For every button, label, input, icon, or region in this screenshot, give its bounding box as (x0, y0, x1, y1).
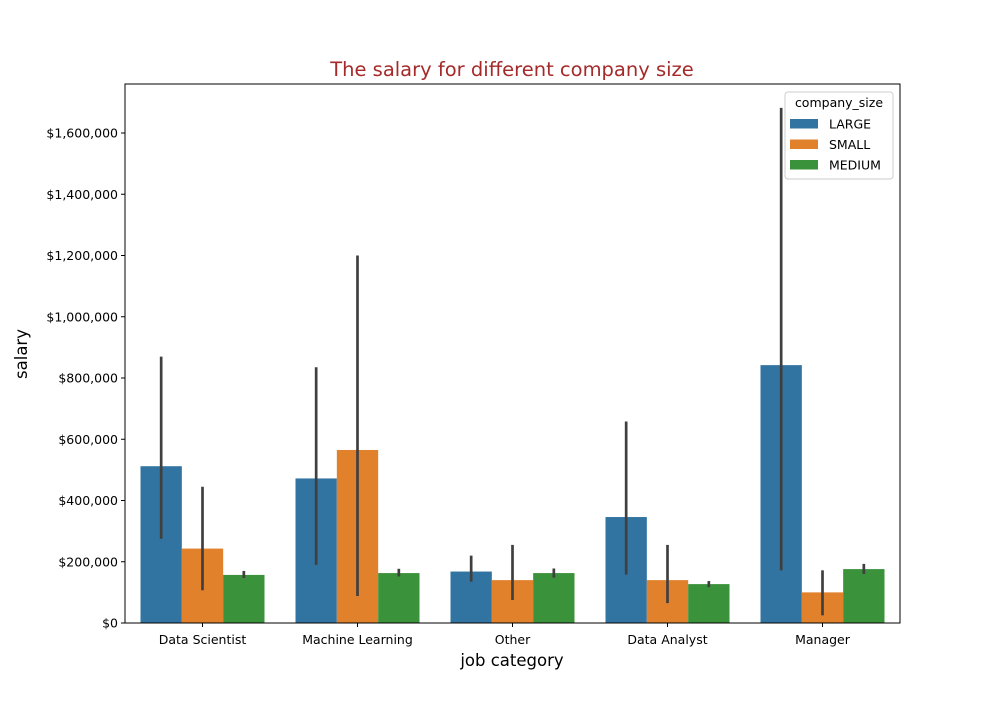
x-tick-label: Manager (795, 632, 851, 647)
legend-title: company_size (795, 95, 883, 110)
legend: company_size LARGE SMALL MEDIUM (784, 91, 894, 180)
x-tick-label: Data Scientist (159, 632, 247, 647)
chart-title: The salary for different company size (329, 58, 694, 81)
x-axis-label: job category (459, 651, 564, 670)
legend-box (784, 91, 894, 180)
bar-medium-4 (843, 569, 885, 623)
legend-swatch-small (790, 139, 818, 149)
legend-entries: LARGE SMALL MEDIUM (790, 117, 881, 173)
legend-swatch-medium (790, 160, 818, 170)
bar-medium-0 (223, 574, 265, 623)
y-tick-label: $1,000,000 (46, 309, 118, 324)
x-tick-label: Machine Learning (302, 632, 413, 647)
legend-label-large: LARGE (829, 117, 871, 132)
y-axis-ticks: $0 $200,000 $400,000 $600,000 $800,000 $1,000… (46, 126, 125, 631)
legend-label-small: SMALL (829, 137, 870, 152)
y-tick-label: $600,000 (58, 432, 118, 447)
bar-medium-1 (378, 573, 420, 623)
y-tick-label: $0 (102, 616, 118, 631)
y-tick-label: $400,000 (58, 493, 118, 508)
y-tick-label: $1,400,000 (46, 187, 118, 202)
plot-frame (124, 83, 901, 624)
y-tick-label: $1,200,000 (46, 248, 118, 263)
bar-medium-2 (533, 573, 575, 623)
x-axis-ticks: Data Scientist Machine Learning Other Data … (159, 623, 851, 647)
legend-label-medium: MEDIUM (829, 158, 881, 173)
x-tick-label: Other (495, 632, 531, 647)
bar-medium-3 (688, 584, 730, 623)
y-tick-label: $1,600,000 (46, 126, 118, 141)
error-bars-group (159, 107, 866, 616)
y-axis-label: salary (12, 329, 31, 379)
y-tick-label: $200,000 (58, 554, 118, 569)
legend-swatch-large (790, 119, 818, 129)
y-tick-label: $800,000 (58, 371, 118, 386)
x-tick-label: Data Analyst (627, 632, 707, 647)
